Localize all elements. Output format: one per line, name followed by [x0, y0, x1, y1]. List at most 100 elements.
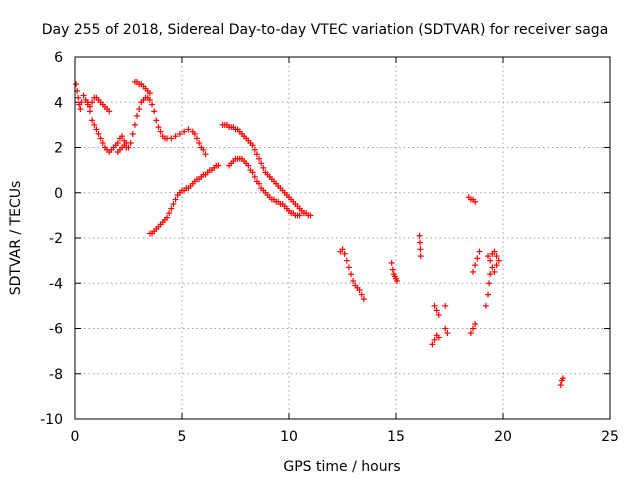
- data-point: [256, 180, 263, 187]
- data-point: [93, 126, 100, 133]
- data-point: [129, 130, 136, 137]
- data-point: [157, 128, 164, 135]
- data-point: [75, 94, 82, 101]
- data-point: [149, 101, 156, 108]
- data-point: [172, 196, 179, 203]
- series-arc-late: [557, 375, 566, 389]
- data-point: [416, 239, 423, 246]
- data-point: [489, 264, 496, 271]
- data-point: [417, 253, 424, 260]
- data-point: [166, 210, 173, 217]
- data-point: [431, 336, 438, 343]
- data-point: [146, 90, 153, 97]
- plot-frame: [74, 56, 611, 420]
- data-point: [493, 253, 500, 260]
- data-point: [84, 99, 91, 106]
- data-point: [97, 135, 104, 142]
- chart-title: Day 255 of 2018, Sidereal Day-to-day VTE…: [42, 22, 609, 38]
- tick-labels: 0 5 10 15 20 25 -10 -8 -6 -4 -2 0 2 4 6: [40, 50, 619, 445]
- data-point: [249, 169, 256, 176]
- y-tick-label: -2: [49, 231, 63, 247]
- data-point: [185, 126, 192, 133]
- data-point: [417, 246, 424, 253]
- x-axis-label: GPS time / hours: [283, 459, 400, 475]
- data-point: [78, 99, 85, 106]
- data-point: [495, 257, 502, 264]
- series-arc-evening-1: [429, 302, 451, 348]
- y-tick-label: -6: [49, 322, 63, 338]
- data-point: [431, 302, 438, 309]
- y-tick-label: 6: [54, 50, 63, 66]
- data-point: [168, 135, 175, 142]
- data-point: [114, 139, 121, 146]
- y-tick-label: -10: [40, 412, 63, 428]
- y-tick-label: 2: [54, 141, 63, 157]
- data-point: [472, 198, 479, 205]
- data-point: [307, 212, 314, 219]
- data-point: [559, 375, 566, 382]
- data-point: [487, 271, 494, 278]
- data-point: [435, 334, 442, 341]
- x-tick-label: 20: [494, 429, 512, 445]
- data-point: [474, 255, 481, 262]
- data-point: [258, 160, 265, 167]
- data-point: [485, 253, 492, 260]
- x-tick-label: 5: [178, 429, 187, 445]
- data-point: [394, 277, 401, 284]
- data-point: [119, 133, 126, 140]
- y-tick-label: 0: [54, 186, 63, 202]
- x-tick-label: 0: [71, 429, 80, 445]
- series-arc-short-early: [114, 142, 130, 156]
- data-point: [487, 257, 494, 264]
- data-point: [251, 173, 258, 180]
- data-point: [95, 130, 102, 137]
- data-point: [99, 139, 106, 146]
- data-point: [172, 133, 179, 140]
- data-point: [350, 277, 357, 284]
- series-arc-descent-early: [84, 94, 209, 158]
- data-point: [341, 250, 348, 257]
- data-point: [360, 296, 367, 303]
- data-point: [191, 130, 198, 137]
- y-tick-label: -8: [49, 367, 63, 383]
- data-point: [486, 280, 493, 287]
- data-point: [356, 287, 363, 294]
- data-point: [470, 325, 477, 332]
- data-point: [442, 302, 449, 309]
- data-point: [249, 142, 256, 149]
- data-point: [470, 268, 477, 275]
- data-point: [429, 341, 436, 348]
- data-point: [358, 291, 365, 298]
- series-arc-descent-mid: [219, 121, 314, 219]
- data-point: [176, 130, 183, 137]
- data-point: [196, 139, 203, 146]
- data-point: [251, 146, 258, 153]
- y-tick-label: -4: [49, 276, 63, 292]
- data-point: [253, 151, 260, 158]
- data-point: [153, 117, 160, 124]
- data-point: [155, 124, 162, 131]
- y-axis-label: SDTVAR / TECUs: [8, 181, 24, 296]
- series-arc-hump-mid: [226, 155, 303, 219]
- data-point: [123, 144, 130, 151]
- series-arc-evening-2: [465, 194, 502, 337]
- data-point: [416, 232, 423, 239]
- data-point: [164, 214, 171, 221]
- data-point: [80, 92, 87, 99]
- data-point: [296, 212, 303, 219]
- x-tick-label: 15: [387, 429, 405, 445]
- data-point: [339, 246, 346, 253]
- data-point: [467, 330, 474, 337]
- data-point: [181, 128, 188, 135]
- data-point: [73, 81, 80, 88]
- data-point: [557, 382, 564, 389]
- series-arc-peak-early: [131, 78, 153, 97]
- data-point: [389, 266, 396, 273]
- data-point: [170, 201, 177, 208]
- data-point: [193, 135, 200, 142]
- data-point: [485, 291, 492, 298]
- y-tick-label: 4: [54, 95, 63, 111]
- data-point: [435, 311, 442, 318]
- data-point: [77, 106, 84, 113]
